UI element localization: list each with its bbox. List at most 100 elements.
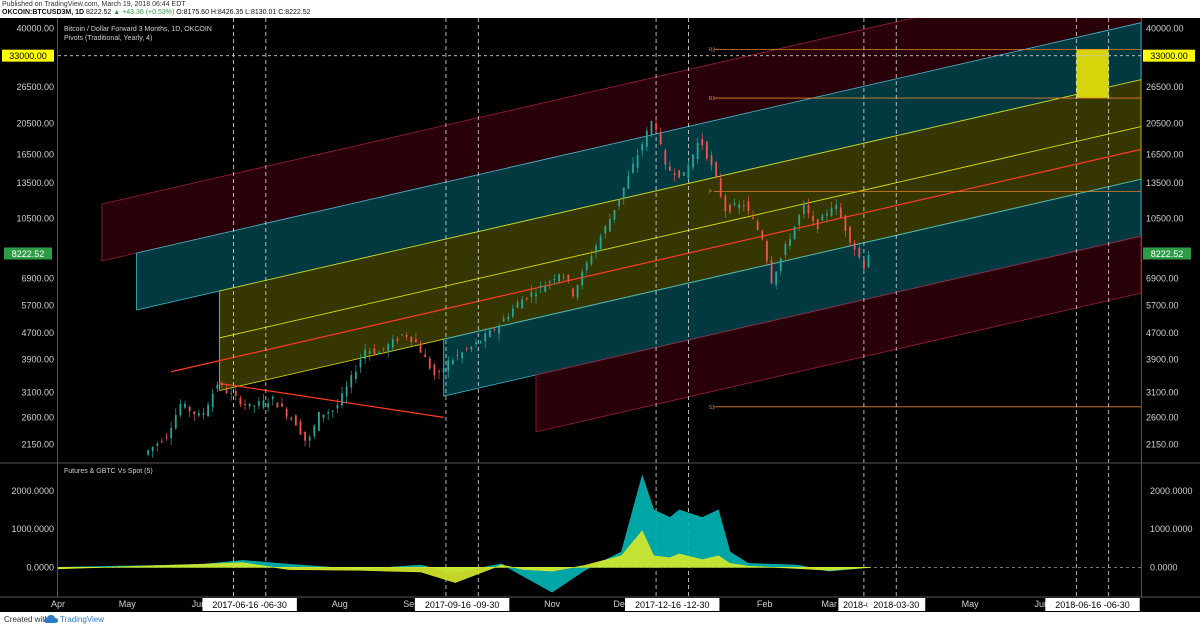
candle-body bbox=[636, 155, 639, 168]
highlight-value-label-left: 33000.00 bbox=[9, 51, 47, 61]
candle-body bbox=[424, 354, 427, 358]
last-price: 8222.52 bbox=[86, 9, 112, 16]
candle-body bbox=[641, 144, 644, 151]
candle-body bbox=[581, 271, 584, 286]
pivot-label-r2: R2 bbox=[709, 47, 716, 53]
x-tick-label: Jun bbox=[192, 599, 207, 609]
x-highlight-badge bbox=[625, 598, 720, 611]
x-tick-label: Feb bbox=[757, 599, 773, 609]
candle-body bbox=[590, 255, 593, 265]
y-tick-label-left: 16500.00 bbox=[16, 149, 54, 159]
candle-body bbox=[179, 403, 182, 416]
candle-body bbox=[789, 239, 791, 246]
candle-body bbox=[645, 130, 648, 147]
chart-canvas[interactable]: R2 R1 P S1 2150.00 2150.00 2600.00 2600.00 3100… bbox=[0, 18, 1200, 612]
highlight-value-label-right: 33000.00 bbox=[1150, 51, 1188, 61]
x-highlight-label: 2017-09-16 -09-30 bbox=[425, 600, 500, 610]
y-tick-label-right: 6900.00 bbox=[1146, 273, 1179, 283]
y-tick-label-right: 16500.00 bbox=[1146, 149, 1184, 159]
candle-body bbox=[747, 201, 750, 211]
y-tick-label-left: 2600.00 bbox=[21, 412, 54, 422]
candle-body bbox=[830, 207, 833, 217]
candle-body bbox=[858, 247, 861, 258]
candle-body bbox=[147, 450, 149, 455]
candle-body bbox=[281, 403, 283, 407]
candle-body bbox=[373, 348, 376, 354]
candle-body bbox=[502, 318, 505, 322]
y-tick-label-left: 3100.00 bbox=[21, 387, 54, 397]
chart-background bbox=[0, 18, 1200, 612]
y-tick-label-left: 26500.00 bbox=[16, 82, 54, 92]
candle-body bbox=[341, 393, 343, 406]
candle-body bbox=[595, 245, 597, 253]
candle-body bbox=[318, 411, 320, 431]
tradingview-brand[interactable]: TradingView bbox=[60, 615, 105, 624]
candle-body bbox=[622, 187, 625, 199]
x-highlight-badge bbox=[867, 598, 926, 611]
candle-body bbox=[350, 375, 353, 388]
candle-body bbox=[604, 226, 607, 234]
candle-body bbox=[752, 217, 754, 219]
y-tick-label-left: 4700.00 bbox=[21, 328, 54, 338]
candle-body bbox=[239, 397, 242, 405]
candle-body bbox=[798, 214, 801, 226]
x-tick-label: Mar bbox=[822, 599, 838, 609]
candle-body bbox=[285, 408, 288, 417]
x-highlight-badge bbox=[838, 598, 876, 611]
candle-body bbox=[387, 344, 390, 353]
candle-body bbox=[632, 163, 634, 173]
candle-body bbox=[775, 271, 778, 285]
candle-body bbox=[290, 417, 293, 420]
candle-body bbox=[364, 349, 367, 359]
candlestick-series bbox=[147, 119, 870, 458]
y-tick-label-right: 3100.00 bbox=[1146, 387, 1179, 397]
y-tick-label-right: 10500.00 bbox=[1146, 214, 1184, 224]
candle-body bbox=[779, 258, 782, 272]
candle-body bbox=[687, 164, 690, 179]
candle-body bbox=[378, 352, 380, 355]
candle-body bbox=[419, 343, 422, 353]
candle-body bbox=[516, 302, 519, 308]
candle-body bbox=[608, 219, 611, 232]
y-tick-label-left: 5700.00 bbox=[21, 301, 54, 311]
candle-body bbox=[715, 162, 718, 178]
candle-body bbox=[710, 155, 713, 166]
candle-body bbox=[862, 259, 865, 270]
oscillator-tick-left: 0.0000 bbox=[26, 562, 54, 572]
candle-body bbox=[225, 389, 228, 394]
candle-body bbox=[521, 299, 524, 309]
candle-body bbox=[359, 359, 362, 368]
footer: Created with TradingView bbox=[0, 612, 1200, 627]
candle-body bbox=[368, 351, 371, 354]
candle-body bbox=[682, 172, 685, 176]
candle-body bbox=[230, 393, 233, 395]
candle-body bbox=[304, 431, 306, 441]
expiry-lines bbox=[233, 18, 1110, 597]
candle-body bbox=[216, 384, 219, 389]
y-tick-label-right: 2600.00 bbox=[1146, 412, 1179, 422]
candle-body bbox=[530, 291, 533, 297]
candle-body bbox=[738, 204, 741, 209]
y-tick-label-right: 13500.00 bbox=[1146, 178, 1184, 188]
candle-body bbox=[354, 371, 357, 380]
candle-body bbox=[327, 412, 330, 414]
chart-subtitle: Pivots (Traditional, Yearly, 4) bbox=[64, 35, 152, 42]
candle-body bbox=[655, 123, 657, 130]
candle-body bbox=[465, 348, 468, 350]
candle-body bbox=[470, 346, 473, 350]
oscillator-tick-left: 2000.0000 bbox=[11, 486, 54, 496]
median-line bbox=[171, 148, 1141, 373]
x-highlight-label: 2018-06-16 -06-30 bbox=[1055, 600, 1130, 610]
y-tick-label-left: 10500.00 bbox=[16, 214, 54, 224]
x-highlight-label: 2018-0 bbox=[843, 600, 871, 610]
x-tick-label: Dec bbox=[613, 599, 630, 609]
candle-body bbox=[382, 348, 385, 350]
candle-body bbox=[807, 204, 810, 214]
y-tick-label-right: 5700.00 bbox=[1146, 301, 1179, 311]
published-note: Published on TradingView.com, March 19, … bbox=[2, 1, 186, 8]
pitchfork-bands bbox=[101, 18, 1141, 433]
x-highlight-badge bbox=[414, 598, 510, 611]
candle-body bbox=[867, 255, 870, 268]
candle-body bbox=[415, 339, 417, 343]
chart-title: Bitcoin / Dollar Forward 3 Months, 1D, O… bbox=[64, 26, 212, 33]
